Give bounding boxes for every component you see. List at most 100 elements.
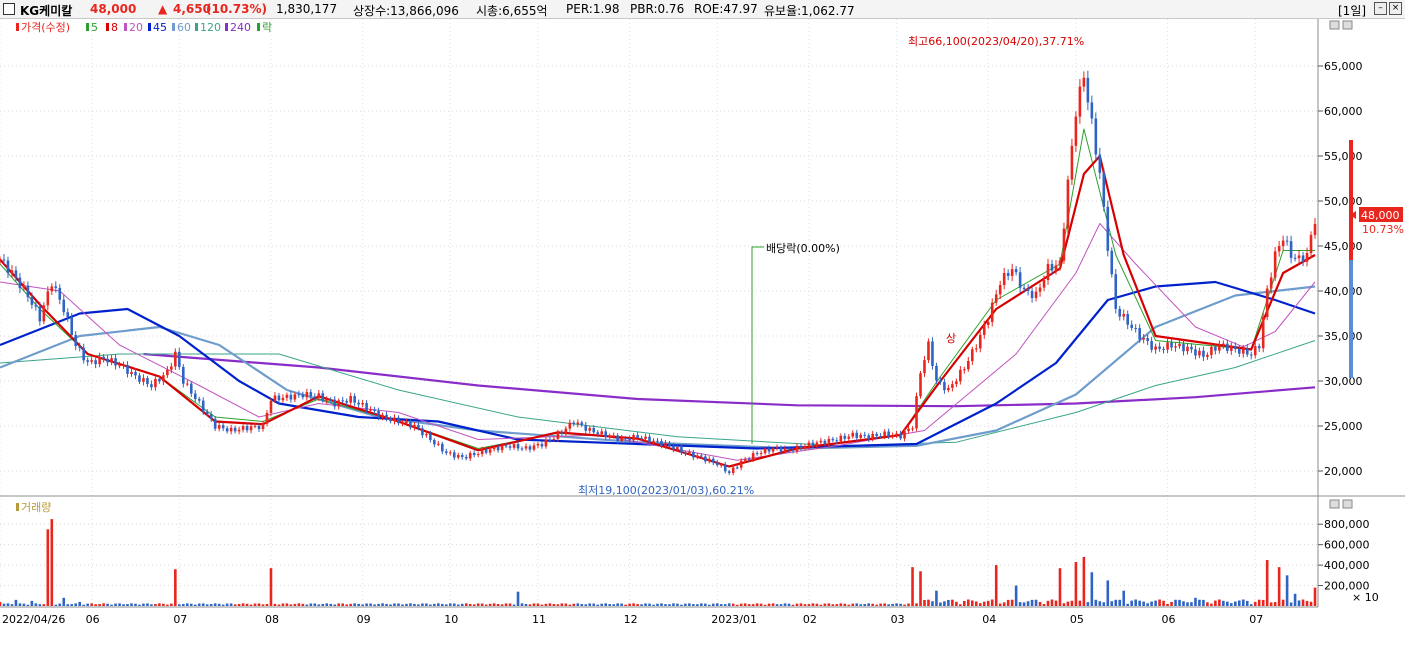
volume-bar xyxy=(277,604,281,606)
candle-body xyxy=(14,270,18,278)
candle-body xyxy=(652,440,655,443)
volume-bar xyxy=(34,603,38,606)
volume-bar xyxy=(827,603,831,606)
volume-bar xyxy=(994,565,998,606)
volume-bar xyxy=(460,603,464,606)
volume-panel-settings-icon[interactable] xyxy=(1329,499,1340,509)
select-checkbox[interactable] xyxy=(3,3,15,15)
volume-bar xyxy=(676,603,679,606)
volume-bar xyxy=(110,604,113,606)
volume-bar xyxy=(437,603,440,606)
volume-bar xyxy=(596,604,600,606)
panel-settings-icon[interactable] xyxy=(1329,20,1340,30)
candle-body xyxy=(656,440,659,442)
candle-body xyxy=(664,442,667,447)
candle-body xyxy=(560,432,564,434)
volume-bar xyxy=(54,604,58,606)
candle-body xyxy=(1082,77,1086,87)
candle-body xyxy=(891,435,894,437)
volume-bar xyxy=(708,604,711,606)
candle-body xyxy=(935,365,938,381)
date-tick-label: 07 xyxy=(173,613,187,626)
volume-panel-close-icon[interactable] xyxy=(1342,499,1353,509)
candle-body xyxy=(660,440,663,447)
candle-body xyxy=(313,396,317,398)
close-icon[interactable]: × xyxy=(1389,2,1402,15)
volume-bar xyxy=(1010,599,1014,606)
volume-bar xyxy=(393,603,396,606)
reserve-ratio: 유보율:1,062.77 xyxy=(764,4,855,18)
volume-bar xyxy=(652,604,655,606)
candle-body xyxy=(1253,346,1257,356)
date-tick-label: 09 xyxy=(357,613,371,626)
panel-close-icon[interactable] xyxy=(1342,20,1353,30)
candle-body xyxy=(1046,263,1050,280)
volume-bar xyxy=(871,603,874,606)
candle-body xyxy=(1054,265,1058,271)
volume-bar xyxy=(775,604,779,606)
candle-body xyxy=(1038,287,1042,292)
candle-body xyxy=(743,459,747,461)
candle-body xyxy=(213,418,217,429)
candle-body xyxy=(285,394,289,398)
candle-body xyxy=(1086,77,1090,103)
candle-body xyxy=(201,400,205,412)
candle-body xyxy=(357,402,360,405)
volume-bar xyxy=(249,604,253,606)
volume-bar xyxy=(213,603,217,606)
candle-body xyxy=(365,403,368,411)
volume-bar xyxy=(998,603,1002,606)
candle-body xyxy=(1313,223,1317,235)
candle-body xyxy=(978,334,982,349)
volume-bar xyxy=(98,604,101,606)
candle-body xyxy=(233,427,237,432)
candle-body xyxy=(520,448,524,450)
volume-bar xyxy=(1178,599,1181,606)
candle-body xyxy=(341,400,344,402)
volume-bar xyxy=(1206,602,1209,606)
candle-body xyxy=(1010,269,1014,276)
minimize-icon[interactable]: – xyxy=(1374,2,1387,15)
volume-bar xyxy=(700,603,703,606)
stock-name: KG케미칼 xyxy=(20,4,73,18)
candle-body xyxy=(588,428,592,431)
legend-lock-marker xyxy=(257,23,260,31)
volume-bar xyxy=(568,604,572,606)
volume-bar xyxy=(1297,600,1301,606)
candle-body xyxy=(1241,348,1245,354)
volume-bar xyxy=(90,603,93,606)
legend-ma240-marker xyxy=(225,23,228,31)
volume-bar xyxy=(855,603,859,606)
candle-body xyxy=(644,436,647,439)
candle-body xyxy=(377,410,380,418)
candle-body xyxy=(1297,255,1301,259)
volume-bar xyxy=(648,603,651,606)
candle-body xyxy=(492,446,496,450)
dividend-marker-line xyxy=(751,246,764,444)
volume-bar xyxy=(1062,603,1066,606)
volume-bar xyxy=(1257,599,1261,606)
candle-body xyxy=(524,446,528,449)
candle-body xyxy=(540,443,544,447)
candle-body xyxy=(413,424,416,428)
volume-bar xyxy=(18,603,22,606)
candle-body xyxy=(907,428,910,432)
volume-bar xyxy=(417,604,420,606)
candle-body xyxy=(237,429,241,432)
candle-body xyxy=(1134,327,1137,329)
volume-bar xyxy=(150,604,153,606)
volume-bar xyxy=(237,603,241,606)
price-tick-label: 30,000 xyxy=(1324,375,1363,388)
volume-bar xyxy=(464,603,468,606)
legend-volume-label: 거래량 xyxy=(21,501,51,514)
candle-body xyxy=(704,456,707,462)
volume-tick-label: 800,000 xyxy=(1324,518,1370,531)
pbr-value: PBR:0.76 xyxy=(630,2,685,16)
period-selector[interactable]: [1일] xyxy=(1338,4,1367,18)
candle-body xyxy=(504,445,508,447)
price-tick-label: 60,000 xyxy=(1324,105,1363,118)
candle-body xyxy=(70,317,74,336)
volume-bar xyxy=(755,603,759,606)
volume-bar xyxy=(269,568,273,606)
legend-ma20: 20 xyxy=(129,21,143,34)
